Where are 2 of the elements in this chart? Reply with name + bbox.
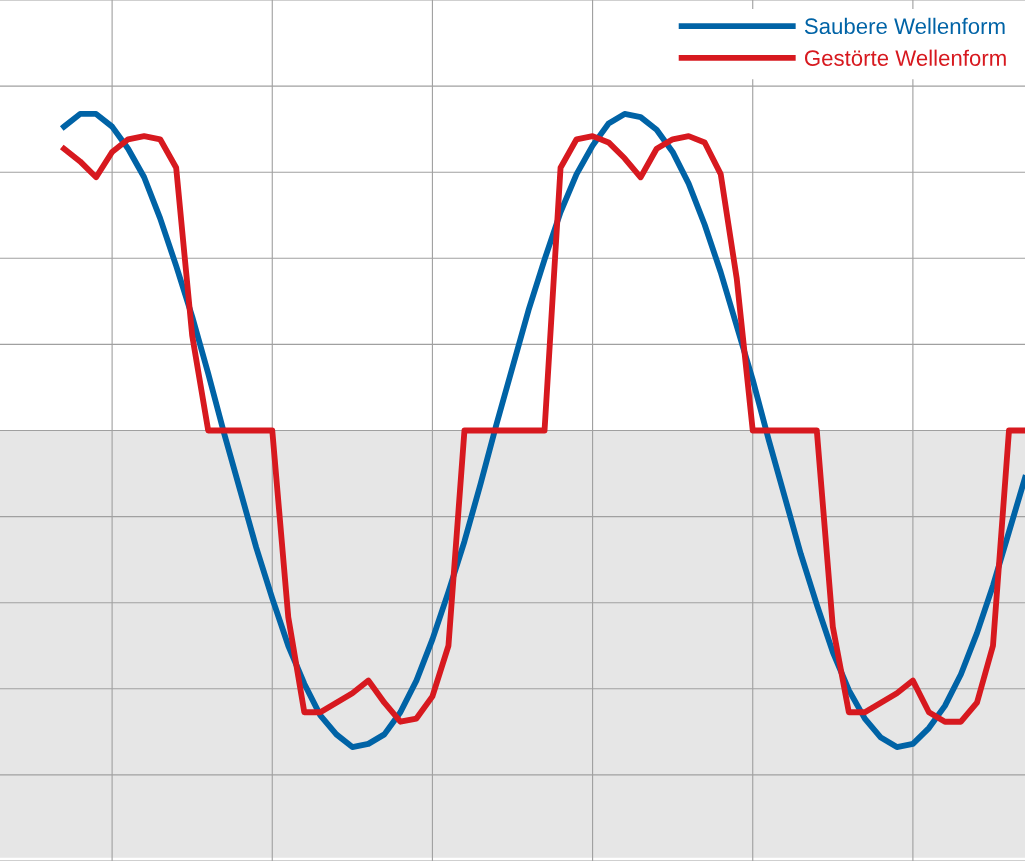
- text: Gestörte Wellenform: [804, 49, 1006, 66]
- text: Saubere Wellenform: [804, 17, 1005, 35]
